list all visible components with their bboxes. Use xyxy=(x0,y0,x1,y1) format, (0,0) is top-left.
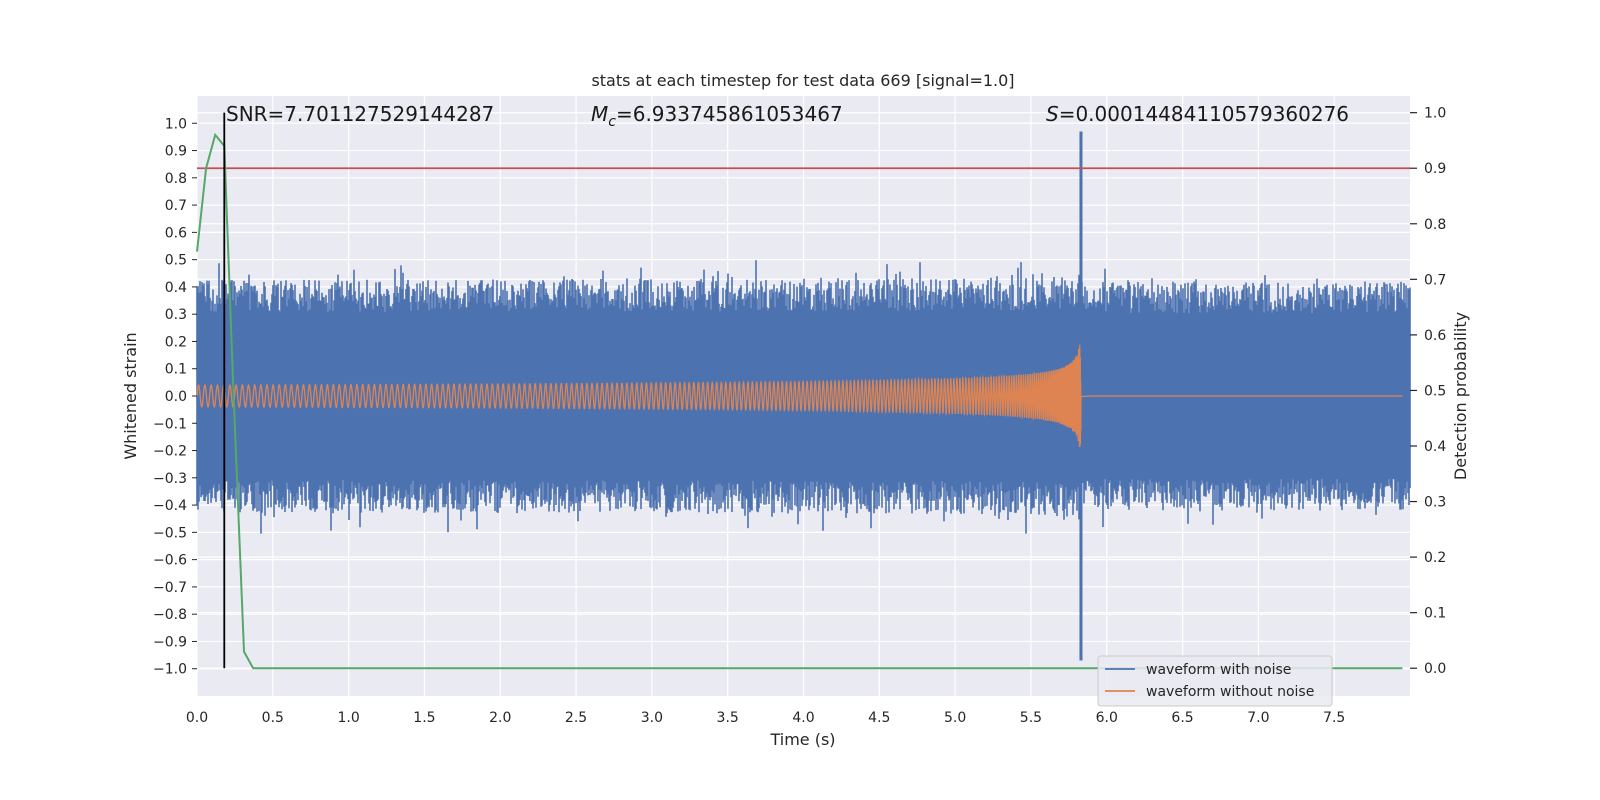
x-tick-label: 2.5 xyxy=(565,710,587,726)
y-axis-label: Whitened strain xyxy=(121,332,140,459)
y-right-tick-label: 0.1 xyxy=(1424,606,1446,622)
legend: waveform with noise waveform without noi… xyxy=(1097,655,1333,707)
legend-label-clean: waveform without noise xyxy=(1146,684,1314,700)
mc-subscript: c xyxy=(608,114,616,130)
y-right-tick-label: 1.0 xyxy=(1424,106,1446,122)
y-tick-label: −0.9 xyxy=(153,634,187,650)
snr-annotation: SNR=7.701127529144287 xyxy=(226,102,494,126)
x-tick-label: 6.5 xyxy=(1171,710,1193,726)
y-tick-label: −0.2 xyxy=(153,444,187,460)
y-right-axis-label: Detection probability xyxy=(1451,312,1470,480)
y-tick-label: 0.0 xyxy=(165,389,187,405)
s-symbol: S xyxy=(1046,102,1059,126)
y-tick-label: −0.1 xyxy=(153,416,187,432)
x-tick-label: 5.0 xyxy=(944,710,966,726)
x-tick-label: 0.0 xyxy=(186,710,208,726)
mc-symbol: M xyxy=(591,102,608,126)
y-tick-label: 0.6 xyxy=(165,225,187,241)
y-tick-label: −0.3 xyxy=(153,471,187,487)
x-tick-label: 7.5 xyxy=(1323,710,1345,726)
series-waveform-without-noise xyxy=(196,344,1403,448)
x-tick-label: 7.0 xyxy=(1247,710,1269,726)
y-tick-label: 0.8 xyxy=(165,171,187,187)
y-tick-label: 0.4 xyxy=(165,280,187,296)
axes: 0.0 0.5 1.0 1.5 2.0 2.5 3.0 3.5 4.0 4.5 5.0 5.5 6.0 6… xyxy=(153,106,1446,726)
x-tick-label: 1.5 xyxy=(413,710,435,726)
series-detection-probability xyxy=(196,132,1403,670)
s-value: =0.00014484110579360276 xyxy=(1059,102,1349,126)
chart-title: stats at each timestep for test data 669… xyxy=(591,71,1014,90)
y-right-tick-label: 0.6 xyxy=(1424,328,1446,344)
markers xyxy=(196,112,1410,670)
y-tick-label: −0.7 xyxy=(153,580,187,596)
data-series xyxy=(196,131,1411,661)
y-tick-label: −0.5 xyxy=(153,525,187,541)
y-right-tick-label: 0.3 xyxy=(1424,495,1446,511)
y-right-tick-label: 0.0 xyxy=(1424,661,1446,677)
y-tick-label: 0.2 xyxy=(165,334,187,350)
mc-value: =6.933745861053467 xyxy=(616,102,843,126)
y-tick-label: 0.3 xyxy=(165,307,187,323)
legend-label-noise: waveform with noise xyxy=(1146,662,1291,678)
y-right-tick-label: 0.4 xyxy=(1424,439,1446,455)
legend-box xyxy=(1097,655,1333,707)
y-right-tick-label: 0.9 xyxy=(1424,161,1446,177)
x-tick-label: 4.0 xyxy=(792,710,814,726)
y-right-tick-label: 0.2 xyxy=(1424,550,1446,566)
x-axis-label: Time (s) xyxy=(769,730,835,749)
y-tick-label: 0.5 xyxy=(165,253,187,269)
y-tick-label: −0.6 xyxy=(153,553,187,569)
y-right-tick-label: 0.7 xyxy=(1424,272,1446,288)
x-tick-label: 5.5 xyxy=(1020,710,1042,726)
y-tick-label: 1.0 xyxy=(165,116,187,132)
s-annotation: S=0.00014484110579360276 xyxy=(1046,102,1349,126)
x-tick-label: 6.0 xyxy=(1096,710,1118,726)
y-right-tick-label: 0.5 xyxy=(1424,383,1446,399)
x-tick-label: 4.5 xyxy=(868,710,890,726)
x-tick-label: 3.0 xyxy=(641,710,663,726)
mc-annotation: Mc=6.933745861053467 xyxy=(591,102,843,130)
y-right-tick-label: 0.8 xyxy=(1424,217,1446,233)
y-tick-label: 0.9 xyxy=(165,144,187,160)
y-tick-label: −0.8 xyxy=(153,607,187,623)
x-tick-label: 1.0 xyxy=(337,710,359,726)
x-tick-label: 0.5 xyxy=(262,710,284,726)
y-tick-label: 0.7 xyxy=(165,198,187,214)
x-tick-label: 3.5 xyxy=(717,710,739,726)
y-tick-label: 0.1 xyxy=(165,362,187,378)
y-tick-label: −1.0 xyxy=(153,662,187,678)
y-tick-label: −0.4 xyxy=(153,498,187,514)
x-tick-label: 2.0 xyxy=(489,710,511,726)
